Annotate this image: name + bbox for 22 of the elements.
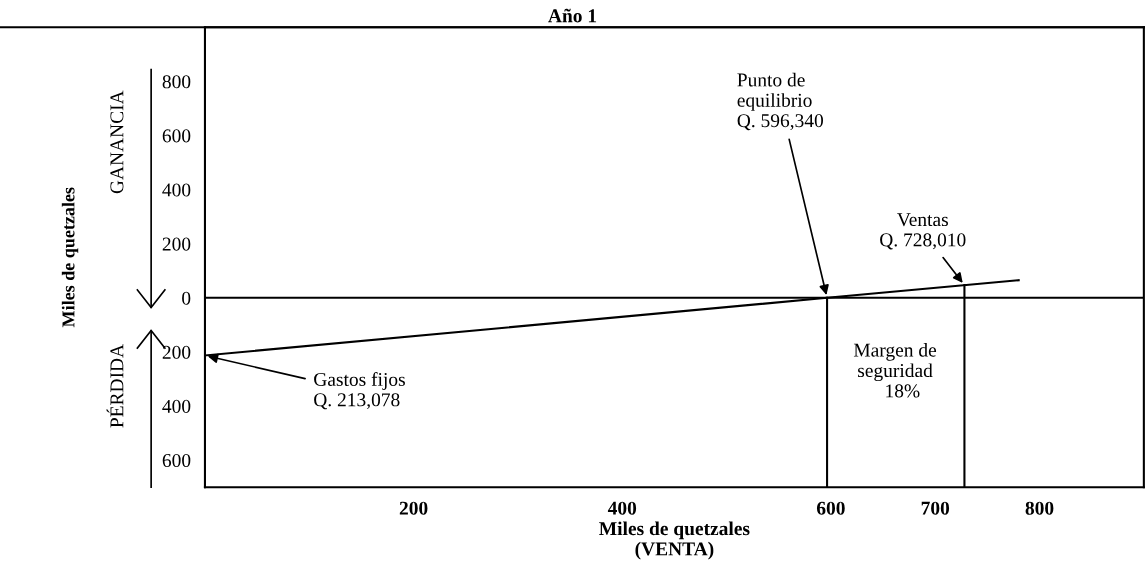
y-tick-label: 800 [162, 75, 191, 89]
y-tick-label: 200 [162, 345, 191, 359]
y-axis-title: Miles de quetzales [61, 187, 79, 328]
y-tick-label: 400 [162, 183, 191, 197]
annotation: Ventas Q. 728,010 [880, 213, 966, 250]
x-tick-label: 700 [921, 501, 950, 515]
x-tick-label: 200 [399, 501, 428, 515]
x-tick-label: 400 [607, 501, 637, 515]
annotation: Margen de seguridad 18% [853, 343, 937, 398]
text: PÉRDIDA [106, 344, 124, 428]
y-tick-label: 600 [162, 129, 191, 143]
x-tick-label: 800 [1025, 501, 1054, 515]
text: GANANCIA [110, 90, 124, 194]
y-tick-label: 600 [162, 453, 191, 468]
x-tick-label: 600 [816, 501, 845, 515]
x-axis-title: Miles de quetzales (VENTA) [599, 521, 750, 560]
annotation: Punto de equilibrio Q. 596,340 [737, 72, 824, 131]
annotation: Gastos fijos Q. 213,078 [314, 372, 405, 410]
chart-title: Año 1 [548, 8, 597, 23]
y-tick-label: 0 [182, 291, 191, 305]
y-tick-label: 200 [162, 237, 191, 251]
y-tick-label: 400 [162, 399, 191, 413]
